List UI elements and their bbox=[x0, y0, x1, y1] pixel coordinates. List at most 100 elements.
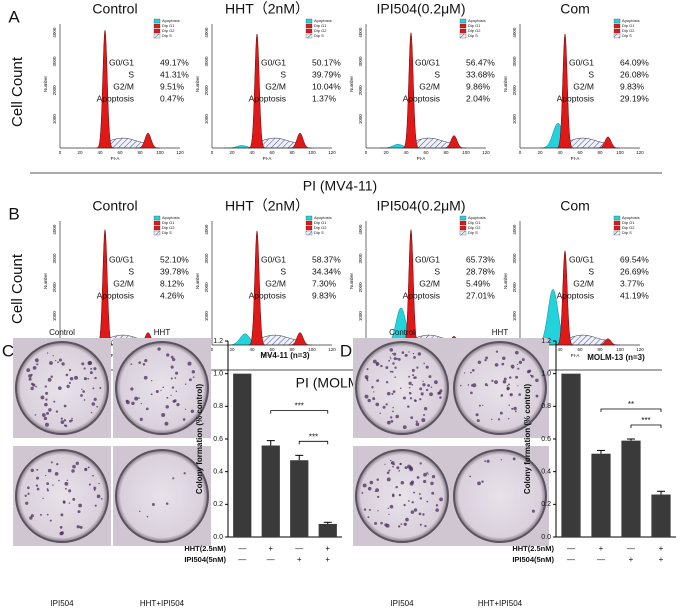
hist-x-tick: 80 bbox=[597, 150, 603, 155]
legend-label: Apoptosis bbox=[162, 215, 180, 220]
colony bbox=[189, 378, 192, 382]
colony bbox=[416, 366, 419, 369]
error-bar bbox=[597, 449, 605, 454]
colony bbox=[400, 523, 403, 526]
colony bbox=[398, 493, 402, 497]
legend-swatch bbox=[459, 230, 467, 236]
colony bbox=[150, 393, 153, 396]
hist-y-tick: 4000 bbox=[512, 27, 517, 38]
colony bbox=[439, 497, 443, 502]
colony bbox=[376, 364, 378, 366]
colony bbox=[390, 358, 392, 360]
legend-label: Apoptosis bbox=[622, 215, 640, 220]
y-tick-label: 0.6 bbox=[541, 436, 551, 443]
colony bbox=[142, 362, 146, 366]
colony bbox=[512, 367, 514, 369]
stat-value: 9.51% bbox=[160, 81, 185, 91]
photo-label: Control bbox=[49, 328, 75, 337]
colony bbox=[414, 376, 417, 379]
sphase-area bbox=[256, 137, 301, 149]
legend-swatch bbox=[613, 225, 621, 231]
stat-label: Apoptosis bbox=[249, 93, 286, 103]
colony bbox=[366, 368, 369, 371]
colony bbox=[401, 351, 405, 354]
colony bbox=[392, 390, 396, 393]
dish bbox=[355, 341, 449, 435]
stat-value: 50.17% bbox=[312, 57, 341, 67]
stat-value: 26.08% bbox=[620, 69, 649, 79]
colony bbox=[367, 486, 372, 491]
treatment-mark: — bbox=[267, 555, 275, 564]
colony bbox=[79, 525, 83, 529]
colony bbox=[82, 390, 85, 393]
g1-peak bbox=[401, 32, 420, 149]
legend-label: Apoptosis bbox=[314, 18, 332, 23]
colony bbox=[53, 400, 56, 403]
legend-swatch bbox=[153, 28, 161, 34]
colony bbox=[491, 379, 494, 383]
colony bbox=[87, 377, 90, 380]
hist-x-tick: 60 bbox=[423, 150, 429, 155]
g1-peak bbox=[95, 229, 114, 346]
colony bbox=[192, 376, 195, 378]
colony bbox=[47, 468, 52, 473]
colony bbox=[369, 480, 374, 485]
colony bbox=[439, 389, 443, 393]
treatment-mark: — bbox=[238, 555, 246, 564]
colony bbox=[471, 368, 475, 372]
legend-label: Dip S bbox=[162, 230, 172, 235]
colony bbox=[430, 481, 434, 486]
colony bbox=[503, 377, 507, 381]
legend-swatch bbox=[459, 220, 467, 226]
colony bbox=[423, 472, 427, 477]
colony bbox=[397, 357, 401, 361]
hist-x-tick: 60 bbox=[577, 150, 583, 155]
colony bbox=[45, 474, 47, 477]
colony bbox=[87, 361, 92, 366]
treatment-mark: — bbox=[567, 544, 575, 553]
legend-swatch bbox=[459, 33, 467, 39]
g1-peak bbox=[247, 230, 266, 346]
colony bbox=[83, 399, 86, 401]
stat-value: 1.37% bbox=[312, 93, 337, 103]
colony bbox=[529, 390, 531, 392]
colony bbox=[68, 368, 72, 372]
stat-value: 4.26% bbox=[160, 290, 185, 300]
colony bbox=[535, 394, 539, 398]
colony bbox=[52, 484, 54, 486]
colony bbox=[55, 410, 59, 413]
colony bbox=[393, 357, 397, 361]
colony bbox=[412, 352, 415, 355]
chart-title: MOLM-13 (n=3) bbox=[587, 353, 645, 362]
colony bbox=[99, 387, 102, 390]
colony bbox=[475, 413, 479, 417]
colony bbox=[397, 525, 401, 528]
colony bbox=[407, 500, 410, 502]
colony bbox=[41, 413, 46, 417]
hist-x-tick: 20 bbox=[229, 150, 235, 155]
legend-swatch bbox=[613, 18, 621, 24]
bar bbox=[318, 523, 337, 537]
hist-x-tick: 20 bbox=[383, 150, 389, 155]
stat-value: 10.04% bbox=[312, 81, 341, 91]
colony bbox=[146, 515, 149, 518]
colony bbox=[385, 523, 390, 528]
colony bbox=[392, 362, 395, 365]
stat-value: 9.86% bbox=[466, 81, 491, 91]
colony bbox=[72, 497, 76, 501]
colony bbox=[422, 383, 426, 387]
legend-label: Dip S bbox=[162, 33, 172, 38]
hist-y-tick: 3000 bbox=[358, 253, 363, 264]
colony bbox=[413, 491, 416, 494]
colony bbox=[58, 358, 63, 362]
colony bbox=[389, 356, 391, 358]
colony bbox=[175, 390, 178, 393]
colony bbox=[375, 402, 380, 407]
hist-y-tick: 4000 bbox=[52, 27, 57, 38]
hist-x-tick: 80 bbox=[443, 150, 449, 155]
colony bbox=[396, 466, 400, 470]
colony bbox=[408, 387, 411, 389]
plot-title: Com bbox=[560, 198, 590, 214]
legend-label: Apoptosis bbox=[468, 215, 486, 220]
legend-label: Apoptosis bbox=[622, 18, 640, 23]
